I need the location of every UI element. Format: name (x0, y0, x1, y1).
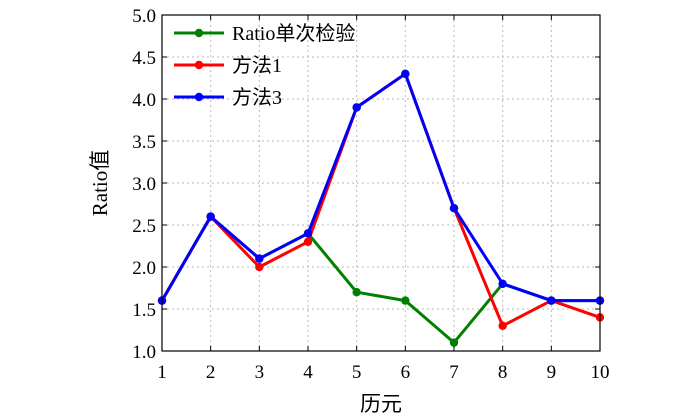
x-axis-title: 历元 (360, 392, 402, 416)
data-point (401, 69, 410, 79)
x-tick-label: 5 (352, 362, 362, 383)
series-lines (157, 69, 605, 347)
x-tick-label: 8 (498, 362, 508, 383)
y-tick-label: 4.5 (132, 48, 156, 69)
y-tick-label: 3.5 (132, 132, 156, 153)
legend-item: 方法3 (174, 86, 282, 109)
legend-item: Ratio单次检验 (174, 22, 355, 45)
legend-label: Ratio单次检验 (232, 22, 355, 45)
x-tick-label: 6 (401, 362, 411, 383)
data-point (547, 296, 556, 305)
x-tick-label: 9 (547, 362, 557, 383)
series-line (160, 72, 601, 328)
axis-ticks: 1 2 3 4 5 6 7 8 9 10 1.0 1.5 2.0 2.5 3.0 3.5 4.0 4.5 5.0 (132, 6, 609, 383)
x-tick-label: 2 (206, 362, 216, 383)
data-point (352, 288, 361, 297)
x-tick-label: 3 (255, 362, 265, 383)
grid-lines (162, 15, 600, 351)
legend-swatch-marker (194, 28, 204, 38)
data-point (303, 229, 313, 238)
x-tick-label: 4 (303, 362, 313, 383)
y-tick-label: 1.0 (132, 342, 156, 363)
legend-item: 方法1 (174, 54, 282, 77)
series-line (160, 72, 600, 303)
data-point (352, 103, 361, 112)
y-tick-label: 2.5 (132, 216, 156, 237)
legend-label: 方法1 (232, 54, 282, 77)
y-tick-label: 2.0 (132, 258, 156, 279)
series-3 (157, 69, 605, 305)
data-point (255, 262, 264, 272)
legend-swatch-marker (194, 92, 204, 102)
data-point (255, 254, 264, 263)
data-point (206, 212, 215, 221)
data-point (449, 204, 459, 213)
series-2 (157, 69, 605, 330)
y-tick-label: 5.0 (132, 6, 156, 27)
x-tick-label: 10 (591, 362, 610, 383)
y-tick-label: 3.0 (132, 174, 156, 195)
data-point (401, 296, 410, 305)
y-tick-label: 4.0 (132, 90, 156, 111)
x-tick-label: 1 (157, 362, 167, 383)
data-point (303, 237, 313, 246)
legend-swatch-marker (194, 60, 204, 70)
data-point (498, 279, 507, 288)
x-tick-label: 7 (449, 362, 459, 383)
legend-label: 方法3 (232, 86, 282, 109)
data-point (449, 338, 459, 347)
data-point (498, 321, 507, 330)
y-axis-title: Ratio值 (88, 150, 112, 217)
y-tick-label: 1.5 (132, 300, 156, 321)
